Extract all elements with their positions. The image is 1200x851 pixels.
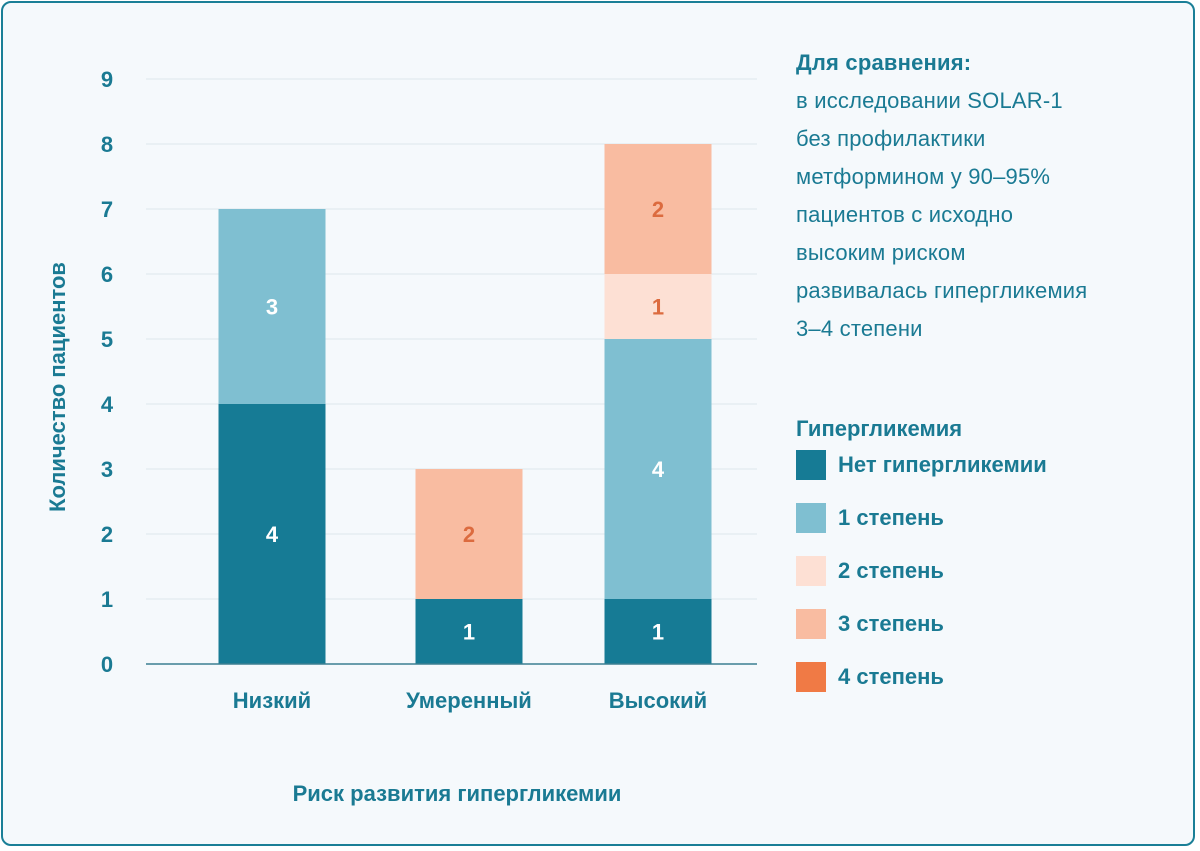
bar-value-label: 4: [266, 522, 279, 547]
legend-swatch: [796, 450, 826, 480]
x-axis-title: Риск развития гипергликемии: [293, 781, 622, 806]
legend-item: 2 степень: [796, 554, 1176, 607]
chart-legend: Гипергликемия Нет гипергликемии 1 степень…: [796, 410, 1176, 713]
bar-segment: [415, 599, 523, 664]
legend-item: 4 степень: [796, 660, 1176, 713]
legend-item: 3 степень: [796, 607, 1176, 660]
y-tick-label: 7: [101, 197, 113, 222]
y-tick-label: 5: [101, 327, 113, 352]
comparison-note-line: без профилактики: [796, 126, 986, 151]
y-tick-label: 1: [101, 587, 113, 612]
legend-swatch: [796, 556, 826, 586]
comparison-note-line: пациентов с исходно: [796, 202, 1014, 227]
legend-label: 1 степень: [838, 505, 944, 530]
legend-label: 3 степень: [838, 611, 944, 636]
legend-title: Гипергликемия: [796, 416, 963, 441]
legend-swatch: [796, 662, 826, 692]
bar-segment: [604, 599, 712, 664]
legend-items: Нет гипергликемии 1 степень 2 степень 3 сте…: [796, 448, 1176, 713]
y-axis-title: Количество пациентов: [45, 262, 70, 512]
bar-value-label: 4: [652, 457, 665, 482]
x-tick-label: Умеренный: [406, 688, 532, 713]
y-tick-label: 2: [101, 522, 113, 547]
x-tick-label: Высокий: [609, 688, 707, 713]
comparison-note-heading: Для сравнения:: [796, 50, 972, 75]
legend-item: 1 степень: [796, 501, 1176, 554]
y-tick-label: 0: [101, 652, 113, 677]
y-tick-label: 8: [101, 132, 113, 157]
comparison-note-line: развивалась гипергликемия: [796, 278, 1088, 303]
y-tick-label: 3: [101, 457, 113, 482]
legend-item: Нет гипергликемии: [796, 448, 1176, 501]
legend-label: 4 степень: [838, 664, 944, 689]
bar-segment: [218, 209, 326, 404]
bar-segment: [604, 339, 712, 599]
bar-value-label: 3: [266, 295, 278, 320]
comparison-note-line: 3–4 степени: [796, 316, 923, 341]
x-tick-label: Низкий: [233, 688, 311, 713]
comparison-note-line: в исследовании SOLAR-1: [796, 88, 1063, 113]
comparison-note-line: метформином у 90–95%: [796, 164, 1051, 189]
bar-value-label: 2: [463, 522, 475, 547]
bar-segment: [604, 274, 712, 339]
bar-value-label: 1: [463, 620, 475, 645]
y-tick-label: 9: [101, 67, 113, 92]
legend-swatch: [796, 609, 826, 639]
legend-swatch: [796, 503, 826, 533]
legend-label: Нет гипергликемии: [838, 452, 1047, 477]
bar-value-label: 2: [652, 197, 664, 222]
y-tick-label: 6: [101, 262, 113, 287]
comparison-note: Для сравнения: в исследовании SOLAR-1 бе…: [796, 44, 1176, 348]
comparison-note-line: высоким риском: [796, 240, 966, 265]
bar-value-label: 1: [652, 620, 664, 645]
legend-label: 2 степень: [838, 558, 944, 583]
bar-segment: [604, 144, 712, 274]
y-tick-label: 4: [101, 392, 114, 417]
bar-segment: [218, 404, 326, 664]
bar-segment: [415, 469, 523, 599]
bar-value-label: 1: [652, 295, 664, 320]
